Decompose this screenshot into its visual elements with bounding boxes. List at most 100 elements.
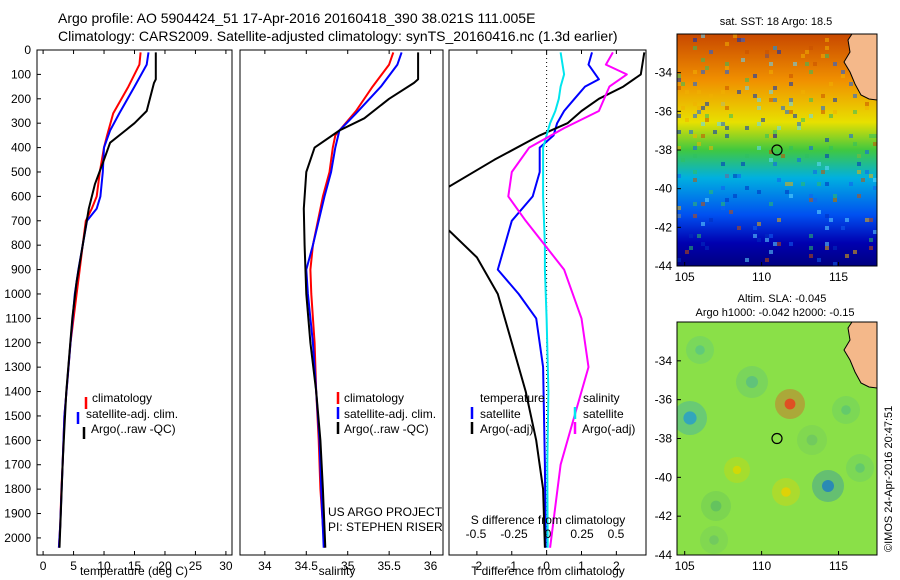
sst-pixel (821, 170, 825, 174)
sst-pixel (705, 66, 709, 70)
diff-xtick-label: -1 (506, 559, 517, 573)
sst-pixel (849, 182, 853, 186)
sst-pixel (693, 202, 697, 206)
sst-pixel (693, 46, 697, 50)
map-xtick-label: 115 (829, 270, 848, 284)
sst-pixel (813, 198, 817, 202)
sst-pixel (721, 202, 725, 206)
sst-pixel (873, 186, 877, 190)
sst-pixel (685, 250, 689, 254)
sst-pixel (701, 122, 705, 126)
sst-pixel (833, 98, 837, 102)
depth-tick-label: 1300 (4, 360, 31, 374)
sst-pixel (853, 250, 857, 254)
s-tick-2: -0.25 (500, 527, 528, 541)
sst-pixel (753, 226, 757, 230)
t-difference-xlabel: T difference from climatology (471, 564, 625, 578)
s-tick-5: 0.5 (608, 527, 625, 541)
sst-pixel (869, 238, 873, 242)
sst-pixel (705, 102, 709, 106)
sst-pixel (721, 206, 725, 210)
depth-tick-label: 400 (11, 141, 31, 155)
sst-pixel (857, 154, 861, 158)
sst-pixel (693, 146, 697, 150)
depth-tick-label: 200 (11, 92, 31, 106)
sst-pixel (773, 46, 777, 50)
temperature-axes (36, 49, 233, 556)
sst-pixel (765, 134, 769, 138)
sst-pixel (685, 118, 689, 122)
sst-pixel (725, 86, 729, 90)
sst-pixel (793, 62, 797, 66)
sst-pixel (745, 154, 749, 158)
sst-pixel (825, 242, 829, 246)
temperature-legend: climatology satellite-adj. clim. Argo(..… (76, 391, 178, 439)
sst-pixel (869, 134, 873, 138)
sst-pixel (701, 222, 705, 226)
sst-pixel (693, 170, 697, 174)
sst-pixel (825, 154, 829, 158)
temp-xtick-label: 0 (40, 559, 47, 573)
sst-pixel (693, 38, 697, 42)
sst-pixel (753, 74, 757, 78)
sst-pixel (765, 234, 769, 238)
sla-map-ticks: 105 110 115 -34 -36 -38 -40 -42 -44 (655, 354, 849, 573)
s-tick-1: -0.5 (466, 527, 487, 541)
sst-pixel (693, 102, 697, 106)
sst-pixel (721, 102, 725, 106)
sst-pixel (725, 66, 729, 70)
sst-pixel (789, 242, 793, 246)
sst-pixel (709, 218, 713, 222)
sst-pixel (861, 178, 865, 182)
argo-float-marker-sla (771, 432, 783, 445)
sst-pixel (773, 134, 777, 138)
sst-pixel (825, 38, 829, 42)
sst-pixel (729, 114, 733, 118)
depth-tick-label: 1600 (4, 433, 31, 447)
map-ytick-label: -44 (655, 548, 673, 562)
sst-pixel (765, 50, 769, 54)
australia-coast-sla (843, 322, 877, 389)
salinity-xlabel: salinity (319, 564, 356, 578)
sst-pixel (821, 110, 825, 114)
sst-pixel (745, 186, 749, 190)
sst-pixel (829, 82, 833, 86)
sst-pixel (769, 202, 773, 206)
sst-pixel (721, 122, 725, 126)
sst-pixel (797, 122, 801, 126)
sst-pixel (809, 98, 813, 102)
legend-s-satellite: satellite (583, 407, 624, 421)
salinity-series (302, 52, 420, 548)
sst-pixel (873, 230, 877, 234)
sst-pixel (757, 146, 761, 150)
temp-xtick-label: 20 (158, 559, 172, 573)
sst-pixel (757, 106, 761, 110)
sst-pixel (745, 50, 749, 54)
sst-pixel (745, 258, 749, 262)
sst-pixel (809, 46, 813, 50)
sst-pixel (761, 118, 765, 122)
sst-pixel (857, 194, 861, 198)
sst-pixel (829, 114, 833, 118)
sla-anomalies (677, 336, 874, 554)
sst-pixel (833, 246, 837, 250)
sst-pixel (757, 190, 761, 194)
sst-pixel (809, 246, 813, 250)
sst-pixel (685, 90, 689, 94)
sst-pixel (829, 146, 833, 150)
sst-pixel (677, 86, 681, 90)
sst-pixel (833, 110, 837, 114)
sla-anomaly-core (822, 480, 834, 492)
sst-pixel (709, 34, 713, 38)
sla-anomaly-core (784, 398, 796, 410)
sla-anomaly-core (695, 345, 705, 355)
temp-series-line-0 (57, 52, 142, 548)
sst-pixel (701, 34, 705, 38)
sst-pixels (677, 34, 877, 266)
sst-pixel (725, 198, 729, 202)
sst-pixel (769, 134, 773, 138)
sst-pixel (725, 42, 729, 46)
sst-pixel (721, 90, 725, 94)
temp-xtick-label: 30 (219, 559, 233, 573)
sst-pixel (757, 98, 761, 102)
